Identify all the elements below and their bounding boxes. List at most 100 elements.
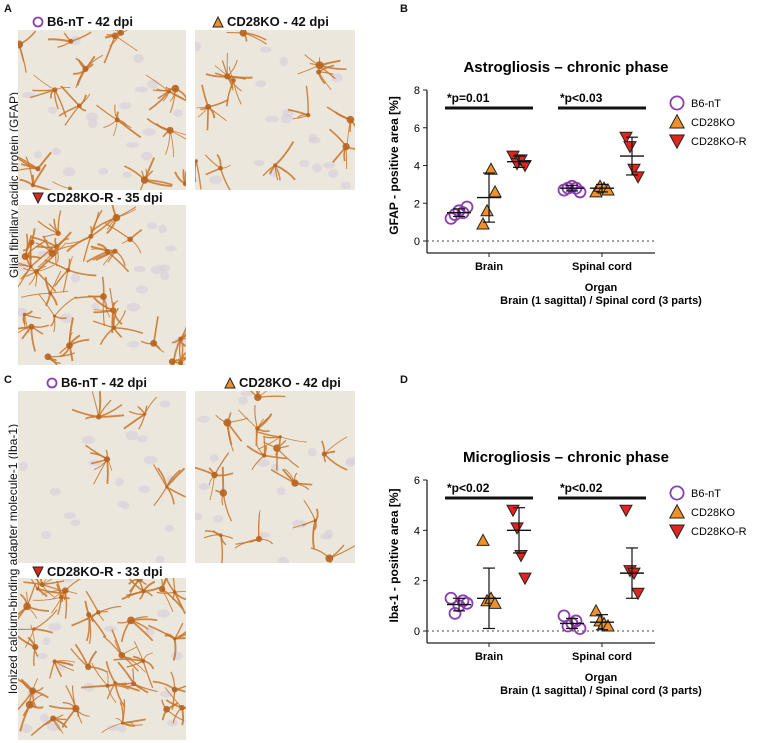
nucleus (107, 724, 121, 731)
caption-a1: B6-nT - 42 dpi (30, 14, 135, 29)
nucleus (118, 725, 127, 733)
nucleus (197, 415, 210, 423)
legend-label: CD28KO-R (691, 136, 747, 148)
data-point (480, 203, 494, 217)
data-point (476, 216, 490, 230)
nucleus (125, 141, 140, 148)
stained-cell (246, 435, 287, 471)
triangle-up-marker-icon (212, 15, 224, 27)
nucleus (159, 264, 170, 272)
data-point (627, 163, 641, 177)
micrograph-c3 (18, 578, 186, 740)
nucleus (159, 690, 173, 698)
nucleus (280, 113, 293, 124)
nucleus (86, 112, 98, 121)
data-point (448, 606, 462, 620)
x-axis-label: Organ (585, 282, 618, 294)
y-tick-label: 4 (414, 161, 420, 173)
y-axis-label: GFAP - positive area [%] (387, 96, 401, 235)
micrograph-a2 (195, 30, 355, 190)
stained-cell (18, 609, 58, 648)
stained-cell (205, 52, 253, 92)
stained-cell (113, 640, 155, 689)
series-CD28KO (476, 162, 615, 230)
stained-cell (174, 168, 186, 187)
chart-title: Microgliosis – chronic phase (463, 449, 669, 466)
nucleus (279, 56, 288, 67)
data-point (514, 550, 528, 563)
caption-c2: CD28KO - 42 dpi (222, 375, 343, 390)
nucleus (328, 169, 339, 178)
caption-a1-text: B6-nT - 42 dpi (47, 14, 133, 29)
nucleus (146, 79, 159, 89)
nucleus (155, 555, 165, 563)
series-CD28KO (476, 533, 615, 632)
legend-label: CD28KO-R (691, 526, 747, 538)
x-tick-label: Brain (475, 651, 503, 663)
stained-cell (71, 590, 122, 627)
x-tick-label: Spinal cord (572, 651, 632, 663)
y-tick-label: 4 (414, 525, 420, 537)
stained-cell (195, 159, 202, 190)
nucleus (209, 454, 219, 463)
nucleus (135, 285, 148, 294)
stained-cell (152, 84, 186, 114)
nucleus (120, 501, 130, 510)
stained-cell (32, 580, 71, 615)
stained-cell (58, 85, 91, 126)
nucleus (140, 151, 153, 161)
nucleus (19, 461, 28, 471)
legend-marker (669, 485, 685, 501)
stained-cell (52, 181, 73, 190)
triangle-down-marker-icon (32, 192, 44, 204)
nucleus (160, 271, 170, 281)
nucleus (104, 625, 117, 632)
stained-cell (19, 678, 44, 732)
stained-cell (226, 30, 267, 45)
legend-item: CD28KO (668, 503, 735, 519)
stained-cell (171, 326, 186, 365)
nucleus (122, 171, 133, 178)
nucleus (259, 46, 272, 53)
stained-cell (29, 74, 71, 118)
stained-cell (21, 270, 69, 307)
nucleus (49, 487, 61, 496)
stained-cell (117, 616, 158, 642)
significance-label: *p=0.01 (447, 91, 490, 105)
stained-cell (71, 391, 125, 420)
stained-cell (156, 578, 186, 615)
stained-cell (18, 323, 49, 352)
nucleus (331, 72, 343, 83)
legend-item: CD28KO-R (668, 134, 747, 150)
nucleus (308, 137, 321, 144)
stained-cell (262, 141, 296, 181)
caption-a2: CD28KO - 42 dpi (210, 14, 331, 29)
chart-microgliosis: Microgliosis – chronic phase Iba-1 - posi… (385, 445, 758, 715)
series-CD28KO-R (506, 504, 645, 601)
significance-label: *p<0.03 (560, 91, 603, 105)
legend-label: CD28KO (691, 117, 735, 129)
triangle-up-marker-icon (224, 376, 236, 388)
x-tick-label: Brain (475, 261, 503, 273)
stained-cell (86, 243, 130, 273)
x-axis-sublabel: Brain (1 sagittal) / Spinal cord (3 part… (500, 295, 702, 307)
circle-marker-icon (32, 16, 44, 27)
nucleus (276, 487, 286, 496)
panel-letter-d: D (400, 374, 408, 386)
data-point (510, 522, 524, 535)
x-axis-sublabel: Brain (1 sagittal) / Spinal cord (3 part… (500, 685, 702, 697)
stained-cell (35, 231, 75, 268)
data-point (589, 603, 603, 617)
stained-cell (287, 85, 311, 120)
legend-marker (668, 503, 686, 519)
nucleus (143, 455, 158, 465)
stained-cell (44, 256, 97, 293)
nucleus (240, 391, 254, 397)
caption-c3: CD28KO-R - 33 dpi (30, 564, 165, 579)
legend-marker (668, 113, 686, 129)
nucleus (47, 106, 58, 115)
nucleus (91, 302, 100, 311)
nucleus (195, 41, 202, 52)
nucleus (277, 556, 289, 563)
nucleus (255, 80, 267, 88)
